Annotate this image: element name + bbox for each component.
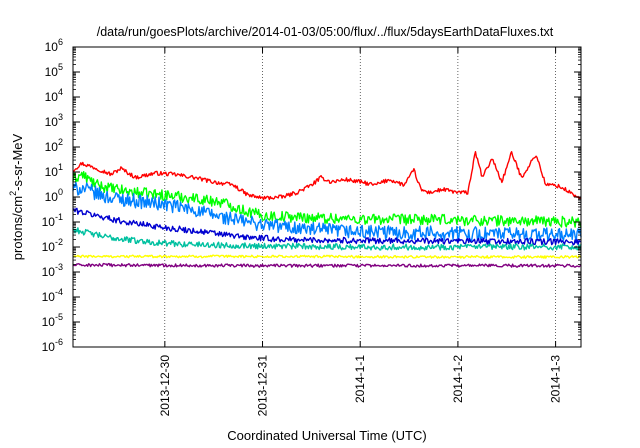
y-tick-label: 105 xyxy=(45,62,63,79)
y-tick-label: 10-3 xyxy=(42,262,63,279)
plot-frame xyxy=(72,46,582,348)
y-tick-base: 10 xyxy=(45,165,59,179)
y-axis-title-rest: -s-sr-MeV xyxy=(10,133,25,190)
y-tick-base: 10 xyxy=(45,115,59,129)
series-line xyxy=(72,171,582,228)
y-tick-label: 10-6 xyxy=(42,337,63,354)
series-layer xyxy=(72,151,582,268)
y-tick-base: 10 xyxy=(42,265,56,279)
y-tick-exponent: 0 xyxy=(58,187,63,197)
y-tick-label: 10-5 xyxy=(42,312,63,329)
x-axis-title: Coordinated Universal Time (UTC) xyxy=(227,428,426,443)
y-tick-label: 10-4 xyxy=(42,287,63,304)
y-tick-base: 10 xyxy=(45,90,59,104)
series-line xyxy=(72,207,582,246)
y-tick-base: 10 xyxy=(42,240,56,254)
y-tick-base: 10 xyxy=(42,215,56,229)
y-tick-label: 101 xyxy=(45,162,63,179)
y-tick-exponent: 6 xyxy=(58,37,63,47)
y-tick-base: 10 xyxy=(42,290,56,304)
y-tick-exponent: 5 xyxy=(58,62,63,72)
y-tick-base: 10 xyxy=(45,40,59,54)
y-tick-exponent: 2 xyxy=(58,137,63,147)
x-tick-label: 2014-1-3 xyxy=(549,355,563,403)
y-tick-exponent: -3 xyxy=(55,262,63,272)
chart-title: /data/run/goesPlots/archive/2014-01-03/0… xyxy=(97,25,554,39)
y-tick-base: 10 xyxy=(45,140,59,154)
y-tick-base: 10 xyxy=(42,315,56,329)
y-tick-label: 104 xyxy=(45,87,63,104)
grid-layer xyxy=(164,47,556,347)
y-axis-title-main: protons/cm xyxy=(10,196,25,260)
y-tick-base: 10 xyxy=(42,340,56,354)
y-tick-base: 10 xyxy=(45,190,59,204)
y-tick-exponent: -2 xyxy=(55,237,63,247)
y-tick-exponent: 1 xyxy=(58,162,63,172)
y-tick-label: 10-1 xyxy=(42,212,63,229)
series-line xyxy=(72,181,582,243)
series-line xyxy=(72,262,582,268)
y-tick-exponent: -6 xyxy=(55,337,63,347)
x-tick-label: 2013-12-30 xyxy=(158,355,172,417)
x-tick-label: 2013-12-31 xyxy=(256,355,270,417)
y-tick-exponent: 4 xyxy=(58,87,63,97)
y-tick-exponent: -4 xyxy=(55,287,63,297)
y-tick-exponent: -5 xyxy=(55,312,63,322)
y-tick-label: 10-2 xyxy=(42,237,63,254)
y-tick-exponent: -1 xyxy=(55,212,63,222)
series-line xyxy=(72,151,582,201)
y-axis-title-sup: 2 xyxy=(8,191,18,196)
y-tick-base: 10 xyxy=(45,65,59,79)
y-tick-label: 106 xyxy=(45,37,63,54)
series-line xyxy=(72,227,582,251)
y-tick-label: 100 xyxy=(45,187,63,204)
x-tick-label: 2014-1-2 xyxy=(451,355,465,403)
y-tick-exponent: 3 xyxy=(58,112,63,122)
y-tick-label: 102 xyxy=(45,137,63,154)
series-line xyxy=(72,254,582,259)
y-axis-title: protons/cm2-s-sr-MeV xyxy=(8,133,25,260)
x-tick-label: 2014-1-1 xyxy=(353,355,367,403)
y-tick-label: 103 xyxy=(45,112,63,129)
